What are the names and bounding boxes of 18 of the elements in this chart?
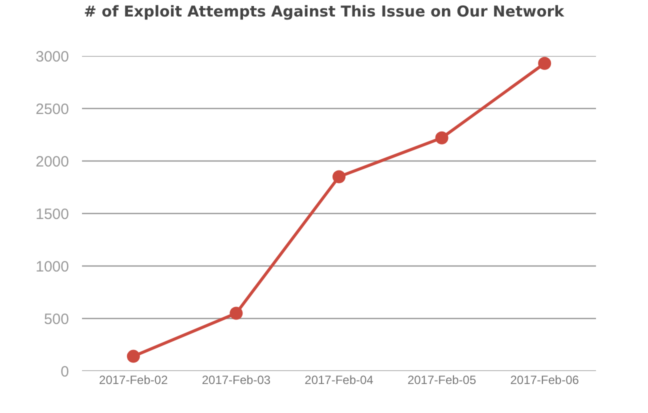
y-tick-label: 2000 (36, 153, 69, 170)
point (435, 131, 448, 144)
chart-title: # of Exploit Attempts Against This Issue on Our Network (84, 2, 566, 21)
point (332, 170, 346, 184)
x-tick-label: 2017-Feb-04 (304, 373, 374, 387)
y-tick-label: 0 (60, 363, 69, 380)
x-tick-label: 2017-Feb-05 (407, 373, 476, 387)
y-tick-label: 500 (44, 310, 69, 328)
point (230, 306, 243, 320)
point (538, 56, 552, 70)
y-tick-label: 1500 (36, 206, 69, 223)
y-tick-label: 3000 (36, 48, 69, 66)
x-tick-label: 2017-Feb-06 (510, 373, 580, 387)
y-tick-label: 2500 (36, 100, 69, 118)
x-tick-label: 2017-Feb-02 (99, 373, 168, 387)
x-tick-label: 2017-Feb-03 (202, 373, 271, 387)
point (126, 350, 140, 363)
y-tick-label: 1000 (36, 258, 69, 276)
